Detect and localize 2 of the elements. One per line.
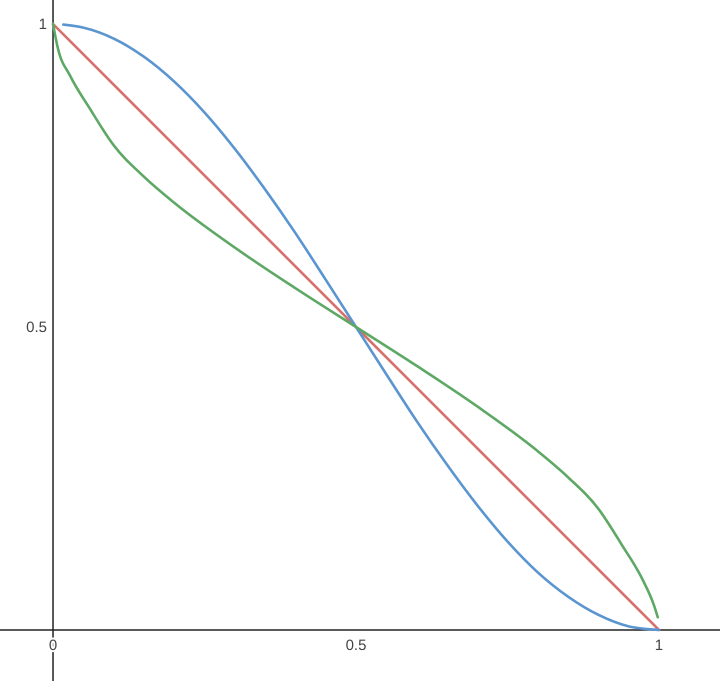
x-tick-label: 0.5: [346, 636, 366, 654]
x-tick-label: 1: [654, 636, 664, 654]
